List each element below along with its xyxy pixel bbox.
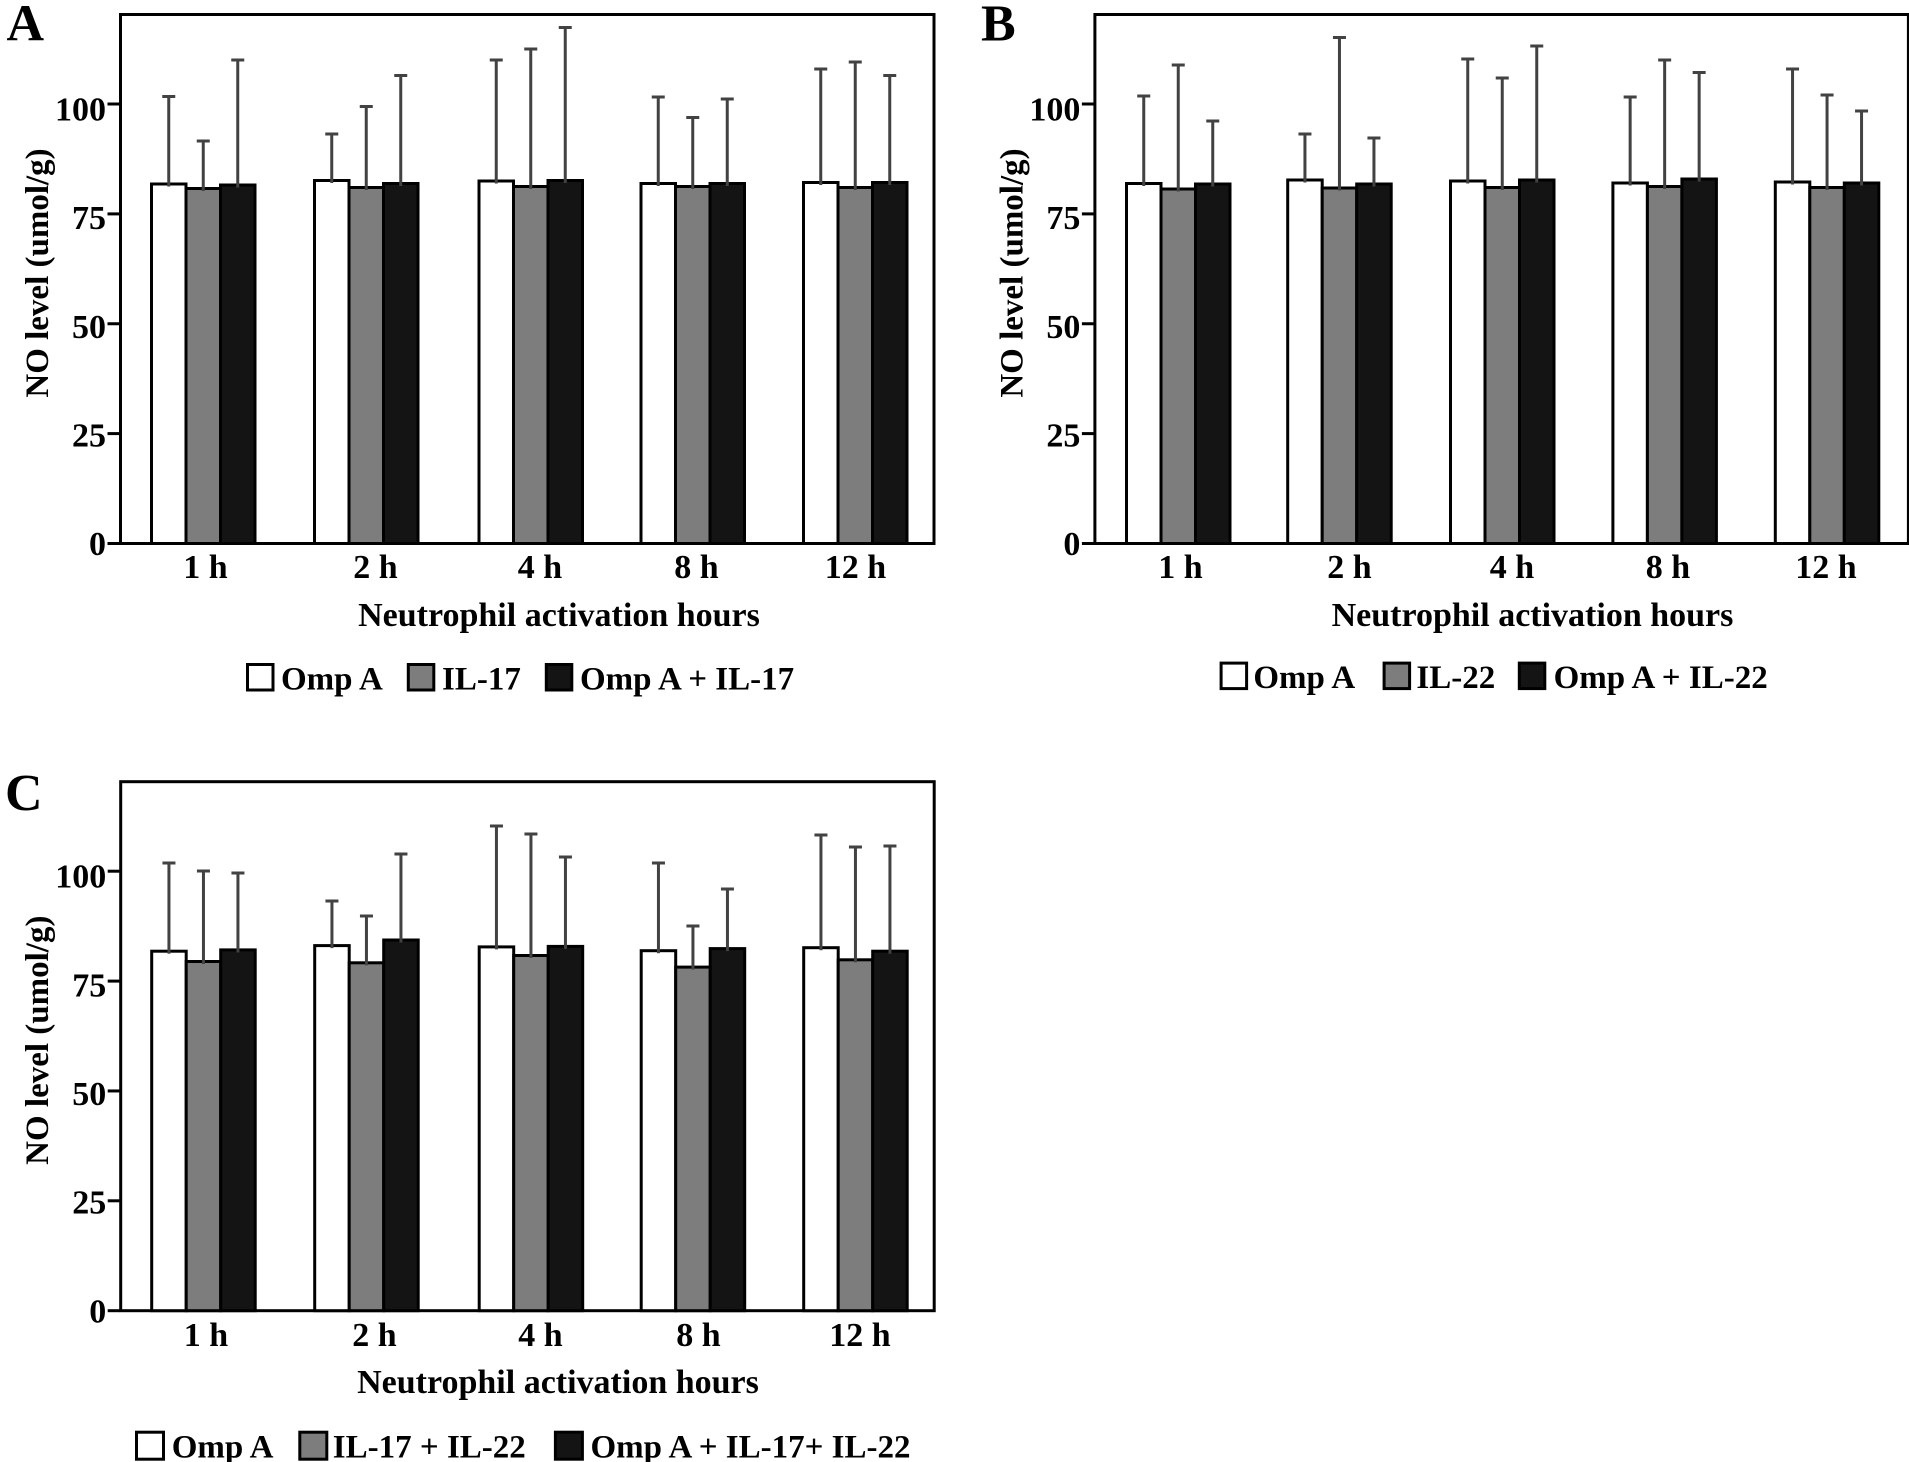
svg-text:0: 0 (1063, 526, 1080, 563)
svg-text:25: 25 (1046, 418, 1080, 455)
svg-text:75: 75 (72, 967, 106, 1004)
svg-text:25: 25 (72, 418, 106, 455)
svg-text:IL-17: IL-17 (442, 661, 521, 697)
svg-text:8 h: 8 h (676, 1317, 721, 1354)
svg-text:50: 50 (72, 309, 106, 346)
svg-text:0: 0 (89, 526, 106, 563)
svg-text:4 h: 4 h (518, 1317, 563, 1354)
svg-text:4 h: 4 h (518, 549, 563, 586)
svg-text:Omp A: Omp A (281, 661, 383, 697)
svg-text:2 h: 2 h (353, 549, 398, 586)
svg-text:2 h: 2 h (1327, 549, 1372, 586)
svg-text:12 h: 12 h (825, 549, 887, 586)
svg-text:1 h: 1 h (183, 549, 228, 586)
svg-text:IL-17 + IL-22: IL-17 + IL-22 (333, 1430, 526, 1462)
svg-text:75: 75 (1046, 200, 1080, 237)
svg-text:4 h: 4 h (1490, 549, 1535, 586)
svg-text:75: 75 (72, 200, 106, 237)
svg-text:A: A (7, 0, 45, 53)
svg-text:NO level (umol/g): NO level (umol/g) (20, 148, 56, 397)
svg-text:IL-22: IL-22 (1416, 660, 1495, 696)
svg-text:NO level (umol/g): NO level (umol/g) (20, 916, 56, 1165)
svg-text:C: C (5, 765, 43, 822)
svg-text:1 h: 1 h (184, 1317, 229, 1354)
svg-text:NO level (umol/g): NO level (umol/g) (994, 148, 1030, 397)
svg-text:25: 25 (72, 1185, 106, 1222)
svg-text:12 h: 12 h (1795, 549, 1857, 586)
svg-text:Neutrophil activation hours: Neutrophil activation hours (357, 1364, 759, 1401)
svg-text:Omp A + IL-17+ IL-22: Omp A + IL-17+ IL-22 (591, 1430, 911, 1462)
svg-text:0: 0 (89, 1293, 106, 1330)
svg-text:12 h: 12 h (829, 1317, 891, 1354)
svg-text:Neutrophil activation hours: Neutrophil activation hours (358, 597, 760, 634)
svg-text:B: B (981, 0, 1016, 53)
svg-text:8 h: 8 h (674, 549, 719, 586)
svg-text:100: 100 (55, 859, 106, 896)
svg-text:Omp A + IL-22: Omp A + IL-22 (1554, 660, 1768, 696)
svg-text:Neutrophil activation hours: Neutrophil activation hours (1332, 597, 1734, 634)
svg-text:50: 50 (1046, 309, 1080, 346)
svg-text:8 h: 8 h (1646, 549, 1691, 586)
svg-text:2 h: 2 h (352, 1317, 397, 1354)
svg-text:100: 100 (55, 91, 106, 128)
svg-text:1 h: 1 h (1158, 549, 1203, 586)
svg-text:Omp A: Omp A (1253, 660, 1355, 696)
svg-text:100: 100 (1029, 91, 1080, 128)
svg-text:Omp A: Omp A (172, 1430, 274, 1462)
svg-text:Omp A + IL-17: Omp A + IL-17 (580, 661, 794, 697)
svg-text:50: 50 (72, 1076, 106, 1113)
